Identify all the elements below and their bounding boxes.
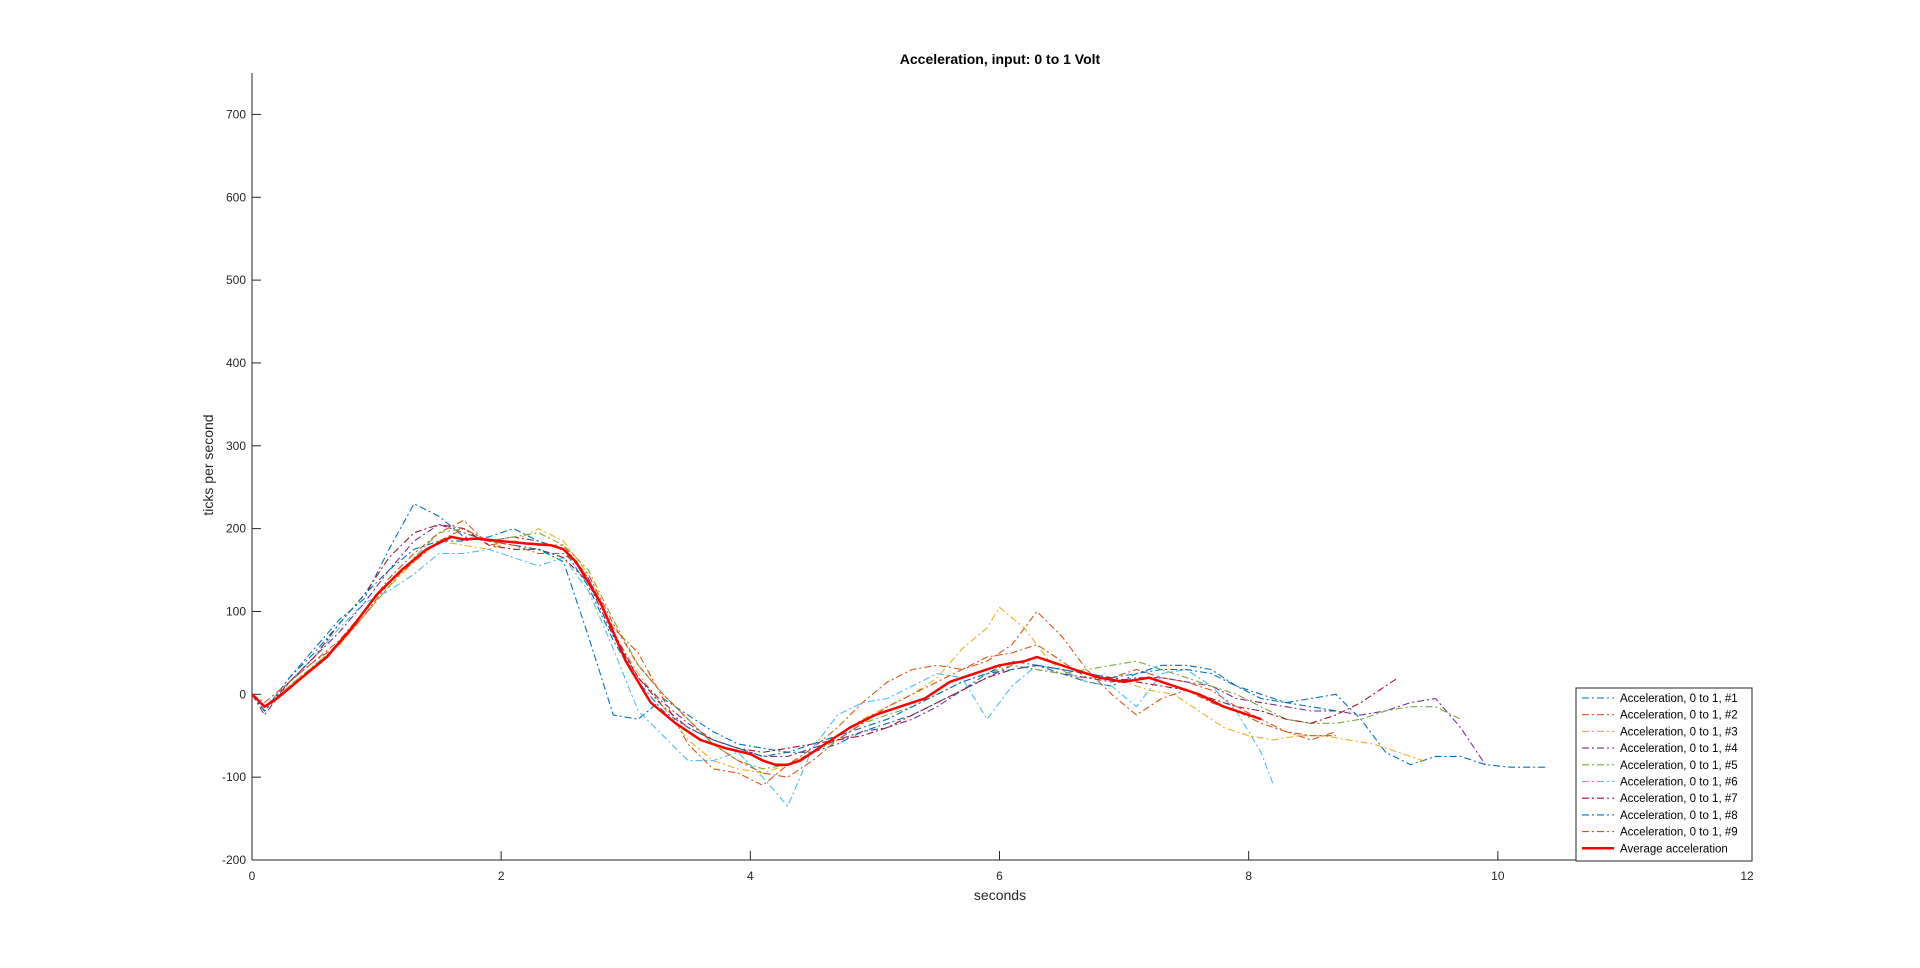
legend-label: Average acceleration [1620, 843, 1728, 855]
x-axis-label: seconds [974, 887, 1026, 903]
series-line-6 [251, 548, 1275, 807]
legend-label: Acceleration, 0 to 1, #9 [1620, 827, 1738, 839]
y-tick-label: 500 [226, 273, 246, 287]
series-line-1 [251, 503, 1548, 768]
series-line-3 [251, 528, 1424, 774]
y-tick-label: 400 [226, 356, 246, 370]
axes: 0 2 4 6 8 10 12 -200 -100 0 100 200 300 400 500 600 700 [222, 73, 1754, 883]
average-acceleration-line [251, 535, 1262, 766]
x-tick-label: 10 [1491, 869, 1505, 883]
x-tick-label: 0 [249, 869, 256, 883]
x-tick-label: 12 [1740, 869, 1754, 883]
y-tick-label: -100 [222, 770, 246, 784]
y-tick-label: 200 [226, 522, 246, 536]
y-tick-label: -200 [222, 853, 246, 867]
series-line-9 [251, 528, 1336, 778]
series-line-4 [251, 523, 1486, 766]
chart-title: Acceleration, input: 0 to 1 Volt [900, 51, 1101, 67]
series-group [251, 503, 1548, 807]
y-tick-label: 100 [226, 604, 246, 618]
legend-label: Acceleration, 0 to 1, #2 [1620, 710, 1738, 722]
x-tick-label: 6 [996, 869, 1003, 883]
y-tick-label: 300 [226, 439, 246, 453]
y-tick-label: 700 [226, 107, 246, 121]
legend-label: Acceleration, 0 to 1, #7 [1620, 793, 1738, 805]
series-line-5 [251, 528, 1461, 770]
x-tick-label: 4 [747, 869, 754, 883]
legend: Acceleration, 0 to 1, #1 Acceleration, 0 … [1575, 687, 1753, 862]
y-tick-label: 0 [239, 687, 246, 701]
legend-label: Acceleration, 0 to 1, #1 [1620, 693, 1738, 705]
x-tick-label: 2 [498, 869, 505, 883]
legend-label: Acceleration, 0 to 1, #8 [1620, 810, 1738, 822]
y-axis-label: ticks per second [200, 414, 216, 515]
y-tick-label: 600 [226, 190, 246, 204]
x-tick-label: 8 [1245, 869, 1252, 883]
series-line-7 [251, 523, 1399, 753]
legend-label: Acceleration, 0 to 1, #4 [1620, 743, 1738, 755]
legend-box [1575, 687, 1753, 862]
legend-label: Acceleration, 0 to 1, #5 [1620, 760, 1738, 772]
legend-label: Acceleration, 0 to 1, #6 [1620, 777, 1738, 789]
series-line-8 [251, 528, 1336, 757]
legend-label: Acceleration, 0 to 1, #3 [1620, 726, 1738, 738]
